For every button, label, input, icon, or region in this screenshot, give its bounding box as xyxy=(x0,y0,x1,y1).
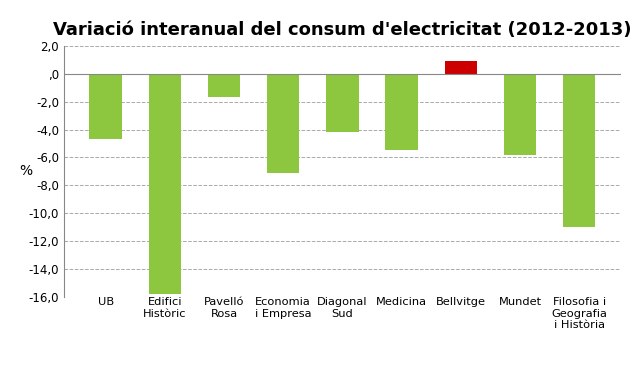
Text: Filosofia i
Geografia
i Història: Filosofia i Geografia i Història xyxy=(551,297,607,330)
Bar xyxy=(148,74,181,295)
Bar xyxy=(208,74,240,98)
Bar xyxy=(504,74,536,155)
Text: Mundet: Mundet xyxy=(499,297,541,307)
Bar xyxy=(563,74,595,227)
Text: Diagonal
Sud: Diagonal Sud xyxy=(317,297,367,319)
Bar xyxy=(326,74,358,132)
Bar xyxy=(90,74,122,139)
Text: Edifici
Històric: Edifici Històric xyxy=(143,297,186,319)
Text: Bellvitge: Bellvitge xyxy=(436,297,486,307)
Y-axis label: %: % xyxy=(19,165,33,178)
Bar xyxy=(445,61,477,74)
Title: Variació interanual del consum d'electricitat (2012-2013): Variació interanual del consum d'electri… xyxy=(53,21,632,38)
Text: Pavelló
Rosa: Pavelló Rosa xyxy=(204,297,244,319)
Text: UB: UB xyxy=(97,297,114,307)
Text: Economia
i Empresa: Economia i Empresa xyxy=(255,297,312,319)
Bar xyxy=(385,74,418,150)
Text: Medicina: Medicina xyxy=(376,297,427,307)
Bar xyxy=(267,74,300,173)
